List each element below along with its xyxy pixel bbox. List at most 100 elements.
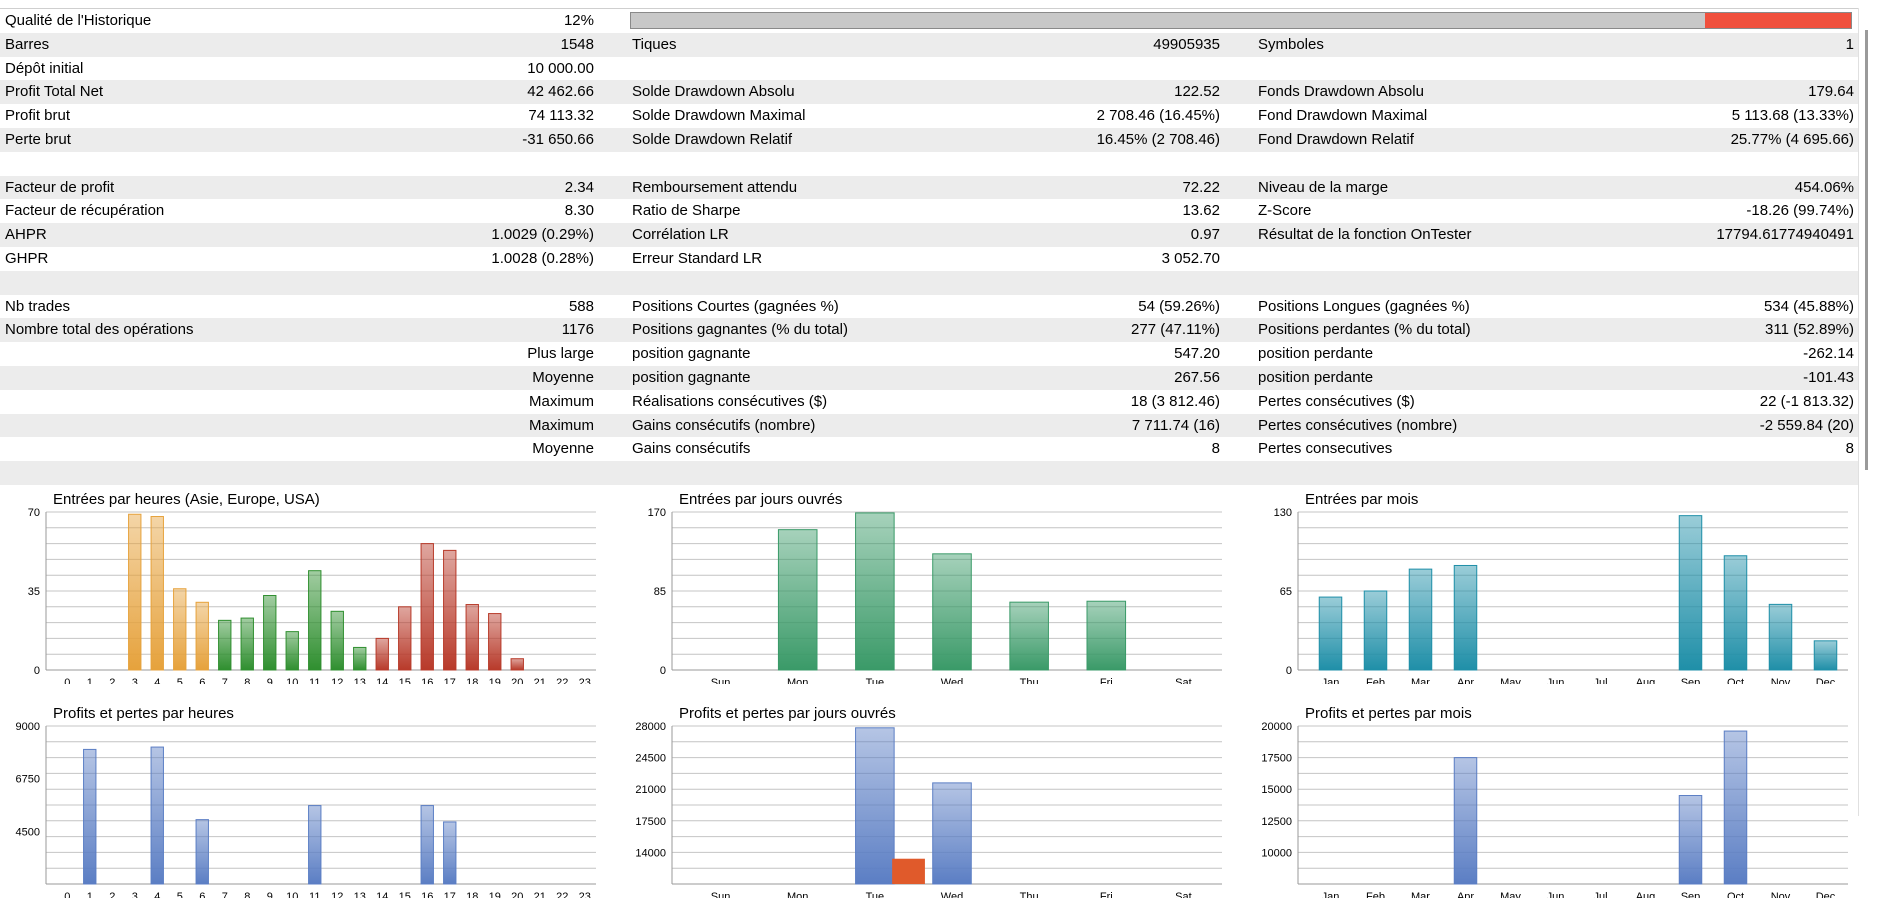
x-tick-label: 22	[556, 677, 568, 684]
report-cell-c5: Positions perdantes (% du total)	[1258, 321, 1471, 339]
x-tick-label: 3	[132, 677, 138, 684]
bar	[195, 819, 209, 885]
y-tick-label: 65	[1280, 586, 1292, 598]
x-tick-label: 11	[309, 891, 320, 898]
report-cell-c3: Positions Courtes (gagnées %)	[632, 297, 839, 315]
x-tick-label: May	[1500, 677, 1521, 684]
y-tick-label: 6750	[16, 774, 40, 786]
bar	[240, 617, 254, 671]
vertical-scrollbar[interactable]	[1858, 8, 1877, 816]
x-tick-label: 19	[489, 891, 501, 898]
bar	[353, 646, 367, 671]
report-cell-c5: Symboles	[1258, 35, 1324, 53]
bar	[1768, 603, 1793, 671]
report-cell-c2: Moyenne	[532, 440, 594, 458]
bar	[465, 604, 479, 671]
report-row: Maximum Gains consécutifs (nombre) 7 711.7…	[0, 413, 1858, 438]
report-cell-c4: 8	[1211, 440, 1220, 458]
bar	[150, 516, 164, 671]
report-cell-c6: 17794.61774940491	[1716, 226, 1854, 244]
x-tick-label: 5	[177, 891, 183, 898]
report-cell-c4: 267.56	[1174, 368, 1220, 386]
x-tick-label: Fri	[1100, 891, 1113, 898]
x-tick-label: 9	[267, 677, 273, 684]
report-row: Maximum Réalisations consécutives ($) 18 (…	[0, 390, 1858, 414]
report-cell-c6: 534 (45.88%)	[1763, 297, 1854, 315]
y-tick-label: 21000	[635, 784, 666, 796]
bar	[1363, 590, 1388, 671]
report-cell-c1: Nb trades	[5, 297, 71, 315]
bar	[488, 613, 502, 671]
x-tick-label: Feb	[1366, 891, 1385, 898]
x-tick-label: 14	[376, 677, 388, 684]
bar	[83, 748, 97, 885]
report-cell-c2: 588	[568, 297, 594, 315]
report-cell-c1: Perte brut	[5, 130, 71, 148]
y-tick-label: 14000	[635, 847, 666, 859]
report-cell-c2: 1.0028 (0.28%)	[491, 249, 594, 267]
report-cell-c4: 2 708.46 (16.45%)	[1096, 107, 1220, 125]
bar	[308, 570, 322, 671]
x-tick-label: Wed	[941, 677, 963, 684]
y-tick-label: 28000	[635, 721, 666, 733]
y-tick-label: 20000	[1261, 721, 1292, 733]
x-tick-label: Mon	[787, 677, 808, 684]
report-row: Profit Total Net 42 462.66 Solde Drawdown …	[0, 80, 1858, 105]
report-cell-c6: -2 559.84 (20)	[1759, 416, 1854, 434]
report-cell-c3: Réalisations consécutives ($)	[632, 392, 828, 410]
report-cell-c5: position perdante	[1258, 345, 1374, 363]
x-tick-label: 17	[444, 891, 456, 898]
report-cell-c3: Tiques	[632, 35, 677, 53]
bar	[443, 549, 457, 671]
report-cell-c1: Profit Total Net	[5, 83, 104, 101]
quality-value: 12%	[563, 12, 594, 29]
chart-svg: Profits et pertes par jours ouvrés 14000 1…	[635, 705, 1222, 898]
x-tick-label: Sep	[1681, 891, 1701, 898]
report-table: Qualité de l'Historique 12% Barres 1548 Ti…	[0, 8, 1858, 485]
y-tick-label: 9000	[16, 721, 40, 733]
chart-svg: Profits et pertes par mois 10000 12500 1500…	[1261, 705, 1848, 898]
report-cell-c1: Barres	[5, 35, 50, 53]
x-tick-label: 22	[556, 891, 568, 898]
bar	[420, 543, 434, 671]
quality-progress-fill	[1704, 13, 1851, 28]
x-tick-label: Sat	[1175, 677, 1192, 684]
chart-title: Entrées par jours ouvrés	[679, 491, 842, 508]
x-tick-label: 23	[579, 677, 591, 684]
y-tick-label: 12500	[1261, 816, 1292, 828]
bar	[1408, 568, 1433, 671]
x-tick-label: 12	[331, 677, 343, 684]
x-tick-label: 11	[309, 677, 320, 684]
report-cell-c2: Maximum	[528, 392, 594, 410]
report-cell-c2: 74 113.32	[528, 107, 594, 125]
report-cell-c2: 42 462.66	[527, 83, 594, 101]
quality-row: Qualité de l'Historique 12%	[0, 9, 1858, 33]
scrollbar-thumb[interactable]	[1865, 30, 1868, 470]
y-tick-label: 170	[648, 507, 666, 519]
report-cell-c1: Nombre total des opérations	[5, 321, 194, 339]
x-tick-label: Oct	[1727, 891, 1744, 898]
bar	[128, 513, 142, 671]
chart-title: Profits et pertes par mois	[1305, 705, 1472, 722]
x-tick-label: Apr	[1457, 677, 1474, 684]
x-tick-label: Jul	[1593, 677, 1607, 684]
report-cell-c6: 1	[1845, 35, 1854, 53]
loss-bar	[892, 858, 925, 884]
x-tick-label: Mar	[1411, 677, 1430, 684]
x-tick-label: Jan	[1322, 677, 1340, 684]
report-cell-c6: -18.26 (99.74%)	[1746, 202, 1854, 220]
report-row: GHPR 1.0028 (0.28%) Erreur Standard LR 3 05…	[0, 247, 1858, 271]
y-tick-label: 130	[1274, 507, 1292, 519]
x-tick-label: 15	[399, 891, 411, 898]
report-cell-c3: Solde Drawdown Maximal	[632, 107, 806, 125]
x-tick-label: 2	[109, 891, 115, 898]
report-cell-c1: Facteur de profit	[5, 178, 115, 196]
x-tick-label: 5	[177, 677, 183, 684]
bar	[1678, 515, 1703, 671]
chart-svg: Entrées par jours ouvrés 0 85 170 Sun Mon Tue W…	[648, 491, 1222, 684]
x-tick-label: 1	[87, 891, 93, 898]
quality-label: Qualité de l'Historique	[5, 12, 152, 29]
x-tick-label: Thu	[1020, 891, 1039, 898]
x-tick-label: Jul	[1593, 891, 1607, 898]
report-cell-c4: 0.97	[1190, 226, 1220, 244]
